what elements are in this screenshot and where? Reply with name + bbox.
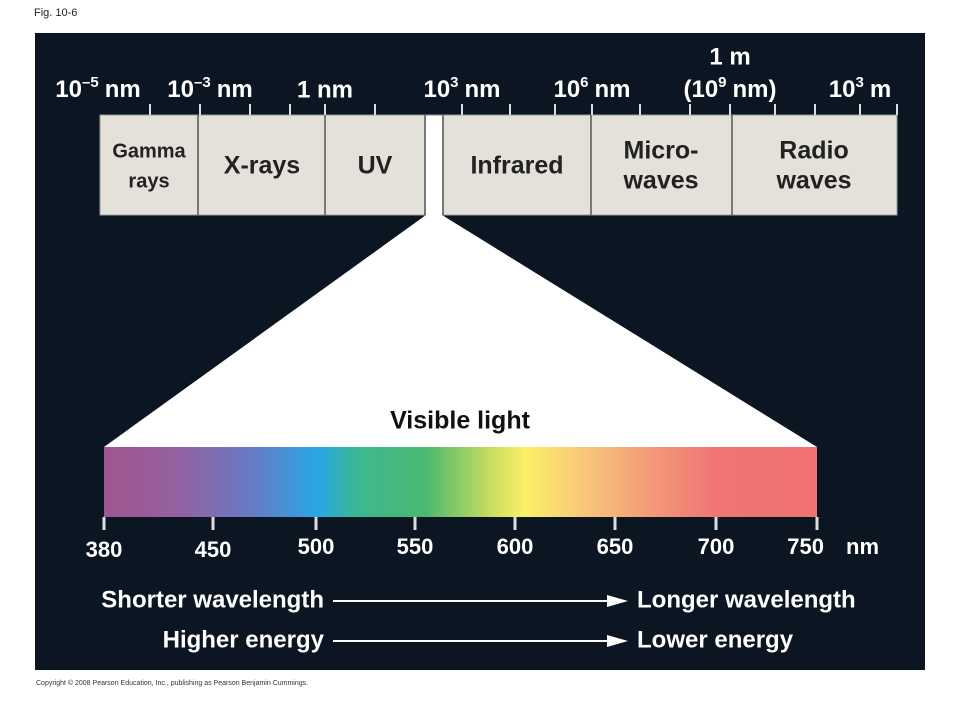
scale-unit: m (870, 76, 891, 103)
band-label: waves (775, 167, 851, 195)
scale-exponent: 6 (580, 74, 588, 91)
scale-base: (10 (683, 76, 718, 103)
scale-base: 10 (55, 76, 82, 103)
band-label: Gamma (112, 140, 186, 162)
scale-label: 1 nm (297, 76, 353, 103)
visible-tick-label: 750 (787, 534, 824, 559)
arrow-head (607, 635, 628, 647)
band-label: X-rays (224, 152, 300, 180)
zoom-triangle (104, 215, 817, 447)
scale-label: 10–5 nm (55, 74, 140, 103)
band-label: Micro- (624, 137, 699, 165)
scale-label: 10–3 nm (167, 74, 252, 103)
visible-slot (426, 116, 442, 215)
scale-unit: nm (217, 76, 253, 103)
content: 10–5 nm 10–3 nm 1 nm 103 nm 106 nm1 m(109 nm) 103 m… (36, 43, 898, 687)
scale-base: 10 (553, 76, 580, 103)
visible-spectrum (104, 447, 817, 517)
scale-base: 10 (829, 76, 856, 103)
scale-label: 103 nm (423, 74, 500, 103)
visible-title: Visible light (390, 407, 531, 435)
arrow-from: Higher energy (163, 626, 325, 653)
arrow-to: Longer wavelength (637, 586, 856, 613)
scale-label: 103 m (829, 74, 891, 103)
arrow-from: Shorter wavelength (101, 586, 324, 613)
scale-exponent: 3 (450, 74, 458, 91)
visible-tick-label: 500 (298, 534, 335, 559)
band-label: Infrared (470, 152, 563, 180)
copyright: Copyright © 2008 Pearson Education, Inc.… (36, 679, 308, 687)
scale-base: 10 (167, 76, 194, 103)
scale-label: 1 m (709, 43, 750, 70)
scale-label: (109 nm) (683, 74, 776, 103)
visible-tick-label: 650 (597, 534, 634, 559)
visible-tick-label: 380 (86, 537, 123, 562)
scale-unit: nm (595, 76, 631, 103)
figure-label: Fig. 10-6 (34, 7, 77, 19)
band-label: rays (128, 170, 169, 192)
scale-unit: nm (105, 76, 141, 103)
band-dividers (197, 115, 733, 215)
visible-tick-label: 600 (497, 534, 534, 559)
band-label: UV (358, 152, 393, 180)
visible-tick-label: 700 (698, 534, 735, 559)
scale-unit: nm (465, 76, 501, 103)
arrow-head (607, 595, 628, 607)
band-label: Radio (779, 137, 848, 165)
visible-tick-label: 550 (397, 534, 434, 559)
scale-base: 10 (423, 76, 450, 103)
visible-unit: nm (846, 534, 879, 559)
scale-unit: nm) (733, 76, 777, 103)
band-bar (99, 114, 898, 216)
band-label: waves (622, 167, 698, 195)
arrow-to: Lower energy (637, 626, 794, 653)
scale-exponent: 3 (856, 74, 864, 91)
scale-label: 106 nm (553, 74, 630, 103)
visible-tick-label: 450 (195, 537, 232, 562)
scale-exponent: 9 (718, 74, 726, 91)
scale-exponent: –5 (82, 74, 99, 91)
scale-exponent: –3 (194, 74, 211, 91)
